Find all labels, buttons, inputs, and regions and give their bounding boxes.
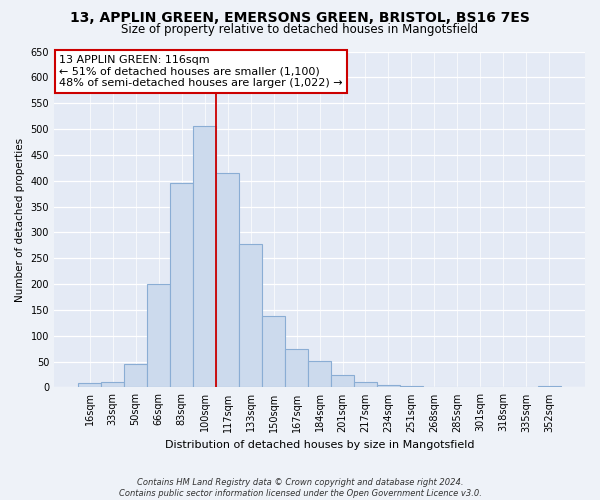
Y-axis label: Number of detached properties: Number of detached properties [15, 138, 25, 302]
Bar [400, 386, 423, 388]
Bar [147, 284, 170, 388]
Bar [331, 375, 354, 388]
Bar [354, 382, 377, 388]
Bar [446, 387, 469, 388]
Bar [170, 184, 193, 388]
Text: Contains HM Land Registry data © Crown copyright and database right 2024.
Contai: Contains HM Land Registry data © Crown c… [119, 478, 481, 498]
Text: 13 APPLIN GREEN: 116sqm
← 51% of detached houses are smaller (1,100)
48% of semi: 13 APPLIN GREEN: 116sqm ← 51% of detache… [59, 55, 343, 88]
Bar [285, 348, 308, 388]
Bar [469, 387, 492, 388]
Bar [101, 382, 124, 388]
Bar [78, 384, 101, 388]
Bar [262, 316, 285, 388]
Bar [492, 387, 515, 388]
Bar [538, 386, 561, 388]
X-axis label: Distribution of detached houses by size in Mangotsfield: Distribution of detached houses by size … [165, 440, 474, 450]
Bar [239, 244, 262, 388]
Bar [124, 364, 147, 388]
Text: 13, APPLIN GREEN, EMERSONS GREEN, BRISTOL, BS16 7ES: 13, APPLIN GREEN, EMERSONS GREEN, BRISTO… [70, 12, 530, 26]
Bar [515, 387, 538, 388]
Bar [377, 385, 400, 388]
Bar [216, 173, 239, 388]
Bar [423, 387, 446, 388]
Bar [193, 126, 216, 388]
Text: Size of property relative to detached houses in Mangotsfield: Size of property relative to detached ho… [121, 24, 479, 36]
Bar [308, 360, 331, 388]
